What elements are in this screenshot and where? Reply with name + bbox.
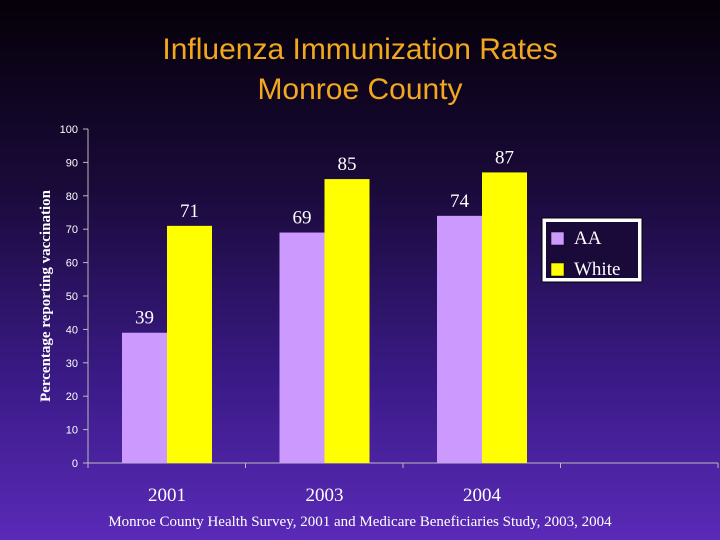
- bars: [122, 172, 527, 464]
- data-label: 87: [495, 147, 514, 168]
- legend-label-white: White: [574, 259, 620, 280]
- data-label: 69: [293, 208, 312, 229]
- x-tick-label: 2004: [463, 485, 502, 506]
- y-axis-label: Percentage reporting vaccination: [38, 189, 54, 402]
- data-label: 74: [450, 191, 470, 212]
- legend-swatch-aa: [550, 231, 565, 246]
- bar-white-2003: [324, 179, 370, 463]
- y-tick-label: 70: [66, 224, 78, 236]
- data-label: 71: [180, 201, 199, 222]
- y-tick-label: 0: [72, 458, 78, 470]
- y-axis: 0 10 20 30 40 50 60 70 80 90 100: [60, 124, 88, 470]
- y-tick-label: 20: [66, 391, 78, 403]
- legend-swatch-white: [550, 262, 565, 277]
- x-tick-label: 2001: [148, 485, 186, 506]
- bar-white-2004: [482, 172, 527, 464]
- source-text: Monroe County Health Survey, 2001 and Me…: [108, 514, 612, 530]
- chart-title-block: Influenza Immunization Rates Monroe Coun…: [0, 30, 720, 110]
- x-axis: 2001 2003 2004: [148, 485, 502, 506]
- bar-aa-2003: [279, 232, 325, 463]
- chart-subtitle: Monroe County: [257, 73, 463, 106]
- y-tick-label: 100: [60, 124, 78, 136]
- data-labels: 39 71 69 85 74 87: [135, 147, 514, 328]
- legend: AA White: [541, 217, 643, 283]
- y-tick-label: 80: [66, 191, 78, 203]
- x-axis-tickmarks: [87, 463, 719, 468]
- bar-aa-2004: [437, 215, 482, 463]
- y-tick-label: 50: [66, 291, 78, 303]
- y-tick-label: 10: [66, 425, 78, 437]
- data-label: 85: [338, 154, 357, 175]
- bar-white-2001: [167, 225, 212, 463]
- bar-aa-2001: [122, 332, 167, 463]
- source-note: Monroe County Health Survey, 2001 and Me…: [0, 514, 720, 531]
- x-tick-label: 2003: [306, 485, 344, 506]
- y-tick-label: 60: [66, 258, 78, 270]
- chart-title: Influenza Immunization Rates: [162, 33, 558, 66]
- y-tick-label: 90: [66, 157, 78, 169]
- data-label: 39: [135, 308, 154, 329]
- y-tick-label: 30: [66, 358, 78, 370]
- legend-label-aa: AA: [574, 228, 602, 249]
- y-tick-label: 40: [66, 324, 78, 336]
